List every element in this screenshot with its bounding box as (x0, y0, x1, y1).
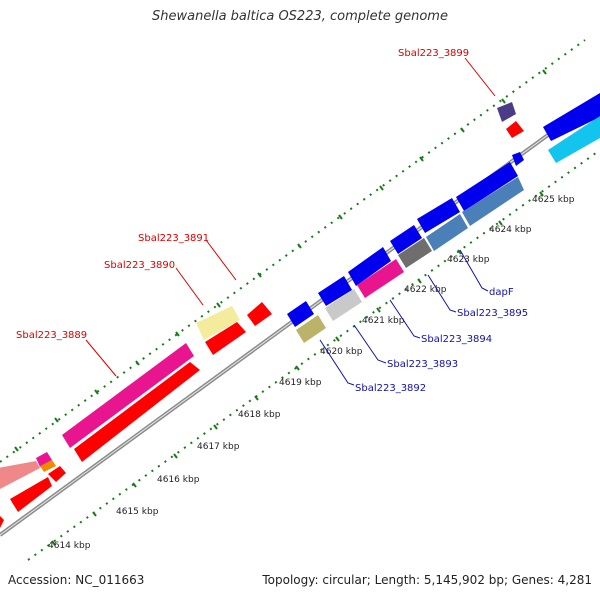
gene-arrow[interactable] (247, 302, 272, 326)
gene-arrow[interactable] (40, 460, 56, 472)
gene-arrow[interactable] (456, 162, 518, 211)
scale-labels: 4614 kbp 4615 kbp 4616 kbp 4617 kbp 4618… (48, 195, 575, 551)
gene-arrow[interactable] (390, 225, 422, 254)
forward-genes (0, 93, 600, 490)
gene-arrow[interactable] (512, 152, 524, 166)
gene-arrow[interactable] (196, 306, 240, 340)
gene-arrow[interactable] (325, 289, 362, 321)
gene-arrow[interactable] (462, 177, 524, 226)
scale-label: 4615 kbp (116, 507, 159, 517)
outer-major-ticks (14, 69, 547, 452)
inner-leader-lines (319, 249, 489, 386)
gene-arrow[interactable] (296, 315, 326, 343)
gene-label-outer[interactable]: Sbal223_3890 (104, 260, 175, 271)
gene-label-inner[interactable]: Sbal223_3894 (421, 334, 492, 345)
accession-text: Accession: NC_011663 (8, 573, 145, 587)
gene-arrow[interactable] (48, 466, 66, 482)
gene-label-outer[interactable]: Sbal223_3891 (138, 233, 209, 244)
gene-label-inner[interactable]: Sbal223_3893 (387, 359, 458, 370)
gene-label-inner[interactable]: dapF (489, 287, 514, 298)
scale-label: 4624 kbp (489, 225, 532, 235)
gene-label-outer[interactable]: Sbal223_3899 (398, 48, 469, 59)
inner-gene-labels: Sbal223_3892 Sbal223_3893 Sbal223_3894 S… (355, 287, 528, 394)
outer-leader-lines (85, 57, 496, 377)
gene-arrow[interactable] (398, 238, 432, 268)
gene-arrow[interactable] (357, 259, 404, 298)
gene-arrow[interactable] (543, 93, 600, 141)
scale-label: 4623 kbp (447, 255, 490, 265)
reverse-genes (0, 116, 600, 528)
gene-arrow[interactable] (506, 121, 524, 138)
scale-label: 4616 kbp (157, 475, 200, 485)
gene-arrow[interactable] (74, 362, 200, 462)
gene-arrow[interactable] (36, 452, 52, 467)
outer-gene-labels: Sbal223_3889 Sbal223_3890 Sbal223_3891 S… (16, 48, 469, 341)
scale-label: 4617 kbp (197, 442, 240, 452)
inner-major-ticks (51, 191, 544, 546)
scale-label: 4621 kbp (362, 316, 405, 326)
gene-arrow[interactable] (62, 343, 194, 448)
gene-arrow[interactable] (0, 516, 4, 528)
gene-arrow[interactable] (497, 102, 516, 122)
scale-label: 4614 kbp (48, 541, 91, 551)
gene-arrow[interactable] (287, 301, 314, 327)
gene-label-inner[interactable]: Sbal223_3895 (457, 308, 528, 319)
gene-arrow[interactable] (348, 247, 391, 286)
scale-label: 4625 kbp (532, 195, 575, 205)
gene-label-outer[interactable]: Sbal223_3889 (16, 330, 87, 341)
scale-label: 4618 kbp (238, 410, 281, 420)
gene-arrow[interactable] (426, 214, 468, 251)
gene-label-inner[interactable]: Sbal223_3892 (355, 383, 426, 394)
map-title: Shewanella baltica OS223, complete genom… (152, 9, 448, 24)
scale-label: 4620 kbp (320, 347, 363, 357)
scale-label: 4619 kbp (279, 378, 322, 388)
gene-arrow[interactable] (417, 198, 460, 233)
inner-tick-ring (27, 149, 600, 561)
gene-arrow[interactable] (548, 116, 600, 163)
gene-arrow[interactable] (205, 322, 246, 355)
genome-summary-text: Topology: circular; Length: 5,145,902 bp… (262, 573, 592, 587)
gene-arrow[interactable] (318, 276, 352, 306)
scale-label: 4622 kbp (404, 285, 447, 295)
gene-arrow[interactable] (10, 477, 52, 512)
gene-arrow[interactable] (0, 461, 40, 490)
outer-tick-ring (0, 39, 586, 463)
